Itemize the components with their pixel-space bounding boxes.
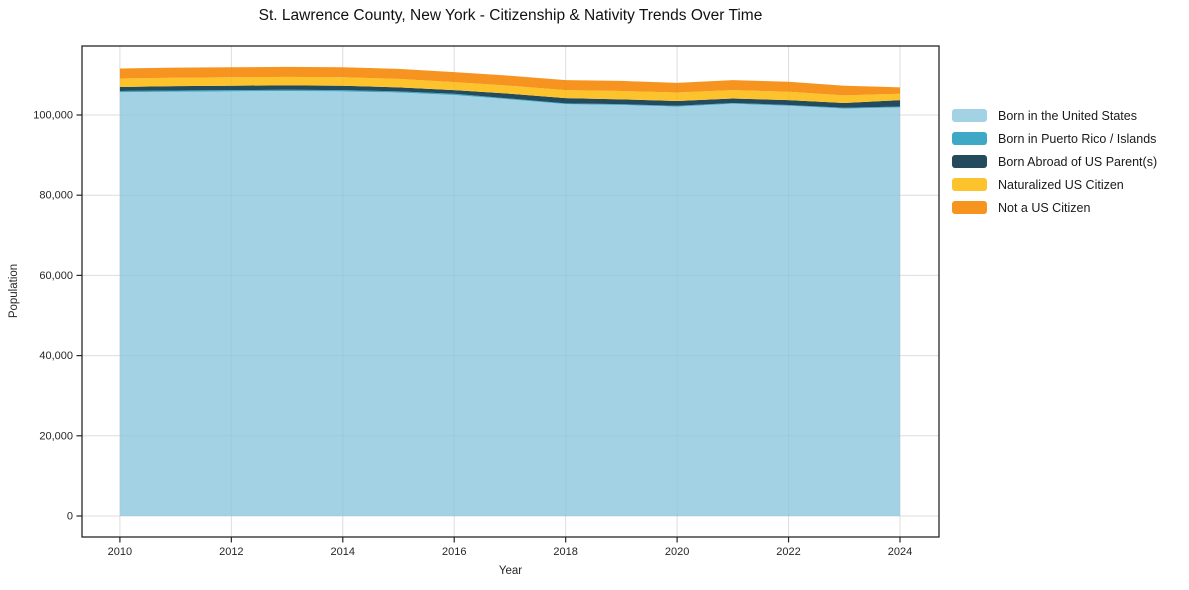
legend-swatch bbox=[952, 109, 987, 122]
legend-item: Born Abroad of US Parent(s) bbox=[952, 150, 1157, 173]
legend-item: Born in the United States bbox=[952, 104, 1157, 127]
x-tick-label: 2012 bbox=[219, 546, 243, 558]
legend-item: Not a US Citizen bbox=[952, 196, 1157, 219]
x-tick-label: 2014 bbox=[331, 546, 355, 558]
area-naturalized-us-citizen bbox=[119, 76, 900, 103]
y-tick-label: 100,000 bbox=[33, 110, 73, 122]
area-born-abroad-of-us-parent-s bbox=[119, 85, 900, 108]
legend: Born in the United States Born in Puerto … bbox=[952, 104, 1157, 219]
legend-swatch bbox=[952, 132, 987, 145]
y-tick-label: 20,000 bbox=[39, 430, 73, 442]
legend-label: Born Abroad of US Parent(s) bbox=[998, 154, 1158, 169]
legend-label: Naturalized US Citizen bbox=[998, 177, 1124, 192]
y-tick-label: 60,000 bbox=[39, 270, 73, 282]
y-tick-label: 0 bbox=[67, 510, 73, 522]
legend-label: Not a US Citizen bbox=[998, 200, 1091, 215]
legend-label: Born in Puerto Rico / Islands bbox=[998, 131, 1157, 146]
x-tick-label: 2010 bbox=[108, 546, 132, 558]
plot-border bbox=[81, 45, 940, 538]
y-tick-label: 80,000 bbox=[39, 190, 73, 202]
x-axis-title: Year bbox=[498, 565, 523, 577]
x-tick-label: 2024 bbox=[888, 546, 912, 558]
y-tick-label: 40,000 bbox=[39, 350, 73, 362]
chart-title: St. Lawrence County, New York - Citizens… bbox=[258, 7, 763, 24]
x-tick-label: 2022 bbox=[776, 546, 800, 558]
x-tick-label: 2018 bbox=[553, 546, 577, 558]
area-born-in-puerto-rico-islands bbox=[119, 89, 900, 109]
legend-swatch bbox=[952, 201, 987, 214]
area-born-in-the-united-states bbox=[119, 90, 900, 516]
x-tick-label: 2020 bbox=[665, 546, 689, 558]
legend-item: Born in Puerto Rico / Islands bbox=[952, 127, 1157, 150]
legend-swatch bbox=[952, 155, 987, 168]
legend-label: Born in the United States bbox=[998, 108, 1137, 123]
x-tick-label: 2016 bbox=[442, 546, 466, 558]
legend-swatch bbox=[952, 178, 987, 191]
legend-item: Naturalized US Citizen bbox=[952, 173, 1157, 196]
area-not-a-us-citizen bbox=[119, 66, 900, 96]
